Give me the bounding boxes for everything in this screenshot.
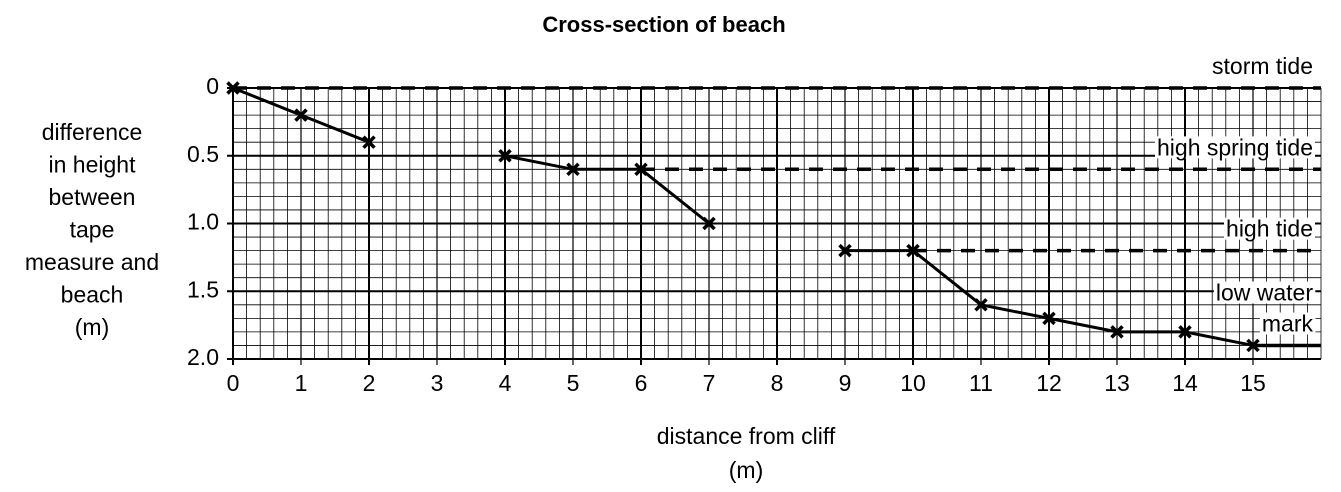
data-point xyxy=(702,216,716,231)
x-tick-label: 2 xyxy=(363,370,376,396)
x-tick-label: 8 xyxy=(771,370,784,396)
data-point xyxy=(566,162,580,177)
x-tick-label: 4 xyxy=(499,370,512,396)
data-point xyxy=(1178,325,1192,339)
x-axis-label: distance from cliff xyxy=(657,423,836,449)
x-tick-label: 1 xyxy=(295,370,308,396)
reference-label: high spring tide xyxy=(1157,134,1313,160)
data-point xyxy=(906,243,920,258)
y-axis-label: difference xyxy=(42,119,143,145)
data-point xyxy=(226,81,240,95)
data-point xyxy=(838,243,852,258)
y-tick-label: 1.5 xyxy=(187,276,219,302)
y-axis-label: tape xyxy=(70,217,115,243)
label-background xyxy=(1224,217,1315,240)
y-tick-label: 1.0 xyxy=(187,209,219,235)
data-line xyxy=(232,86,1254,347)
x-tick-label: 12 xyxy=(1036,370,1062,396)
y-tick-label: 2.0 xyxy=(187,344,219,370)
x-tick-label: 10 xyxy=(900,370,926,396)
data-point xyxy=(974,298,988,312)
y-axis-label: beach xyxy=(61,282,124,308)
reference-label: storm tide xyxy=(1212,53,1313,79)
y-axis-label: in height xyxy=(49,152,137,178)
data-point xyxy=(294,108,308,122)
data-point xyxy=(1246,338,1260,353)
x-tick-label: 3 xyxy=(431,370,444,396)
label-background xyxy=(1213,281,1316,304)
data-point xyxy=(1042,311,1056,326)
reference-label: mark xyxy=(1262,311,1314,337)
x-tick-label: 7 xyxy=(703,370,716,396)
x-tick-label: 15 xyxy=(1240,370,1266,396)
data-point xyxy=(498,149,512,163)
label-background xyxy=(1155,136,1315,159)
x-tick-label: 9 xyxy=(839,370,852,396)
x-tick-label: 5 xyxy=(567,370,580,396)
reference-label: low water xyxy=(1216,280,1313,306)
x-tick-label: 11 xyxy=(969,370,993,396)
data-point xyxy=(362,135,376,149)
x-tick-label: 14 xyxy=(1172,370,1198,396)
label-background xyxy=(1210,55,1315,78)
chart-title: Cross-section of beach xyxy=(542,12,785,37)
label-background xyxy=(1259,312,1316,335)
reference-label: high tide xyxy=(1226,216,1313,242)
y-axis-label: between xyxy=(49,184,136,210)
y-tick-label: 0.5 xyxy=(187,141,219,167)
y-axis-label: (m) xyxy=(75,314,109,340)
y-axis-label: measure and xyxy=(25,249,159,275)
x-tick-label: 0 xyxy=(227,370,240,396)
data-point xyxy=(634,162,648,177)
data-point xyxy=(1110,325,1124,339)
y-tick-label: 0 xyxy=(206,73,219,99)
x-tick-label: 6 xyxy=(635,370,648,396)
x-tick-label: 13 xyxy=(1104,370,1130,396)
x-axis-label: (m) xyxy=(729,457,763,483)
